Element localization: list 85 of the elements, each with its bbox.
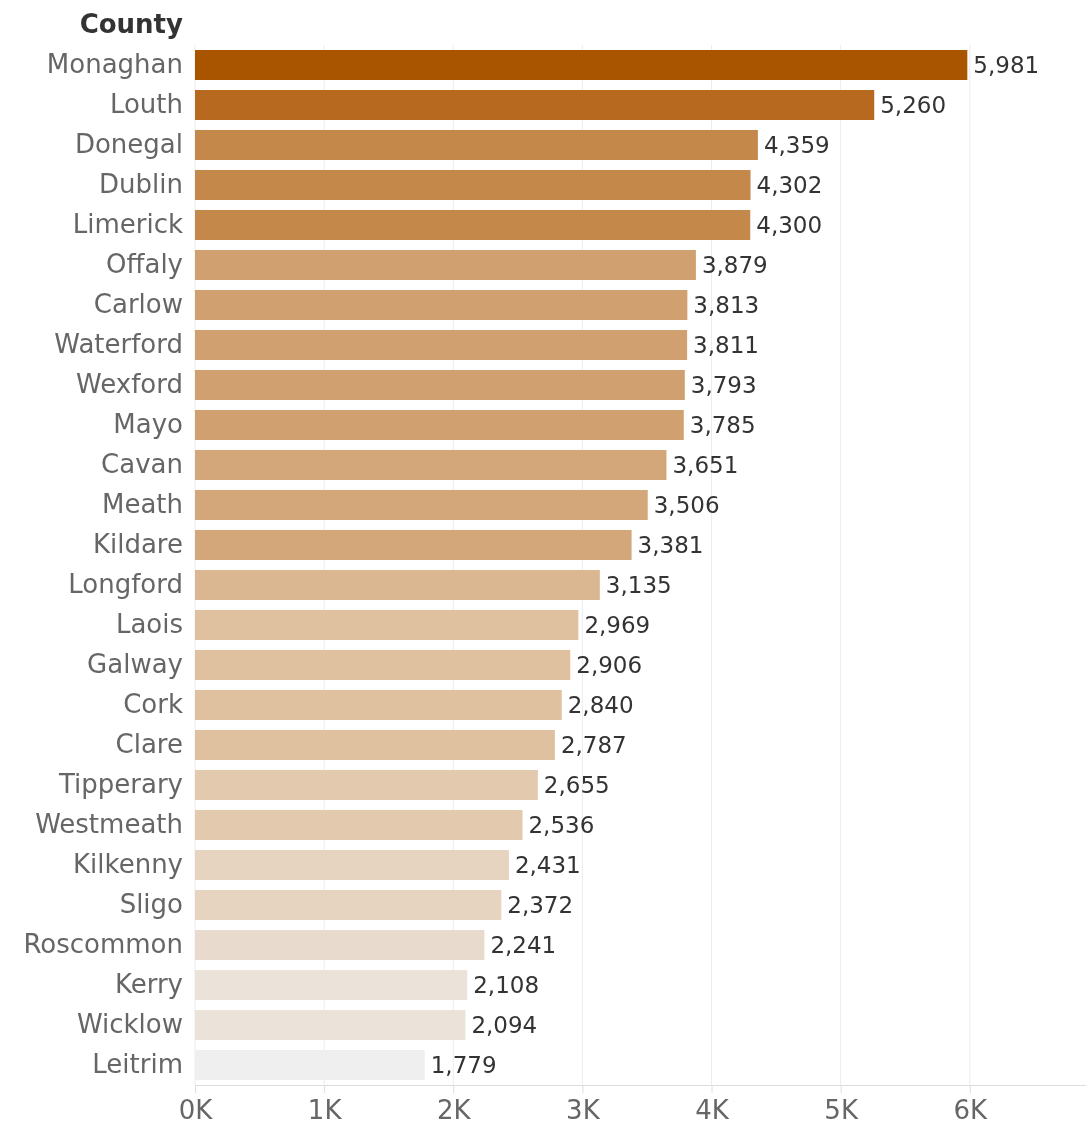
bar [195,970,468,1000]
y-tick-label: Leitrim [92,1049,183,1080]
bar [195,250,696,280]
y-tick-label: Laois [115,609,183,640]
y-tick-label: Mayo [113,409,183,440]
data-label: 3,651 [672,452,739,479]
data-label: 5,260 [880,92,947,119]
data-label: 3,879 [701,252,768,279]
y-tick-label: Donegal [74,129,183,160]
y-tick-label: Wexford [76,369,183,400]
data-label: 2,536 [528,812,595,839]
y-tick-label: Clare [115,729,183,760]
bar [195,770,538,800]
y-tick-label: Cork [123,689,183,720]
bar [195,930,485,960]
y-tick-label: Offaly [106,249,183,280]
data-label: 4,300 [756,212,823,239]
x-tick-label: 1K [307,1095,343,1126]
data-label: 3,785 [689,412,756,439]
y-tick-label: Wicklow [76,1009,183,1040]
bar [195,850,509,880]
y-tick-label: Limerick [72,209,183,240]
y-tick-label: Meath [101,489,183,520]
data-label: 4,359 [763,132,830,159]
x-tick-label: 5K [824,1095,859,1126]
x-tick-label: 2K [436,1095,472,1126]
bar [195,530,632,560]
x-tick-label: 0K [178,1095,214,1126]
data-label: 2,372 [507,892,574,919]
bar [195,290,688,320]
y-tick-label: Longford [68,569,183,600]
bar [195,1010,466,1040]
y-tick-label: Tipperary [57,769,183,800]
y-tick-label: Carlow [93,289,183,320]
bar [195,410,684,440]
data-label: 3,135 [605,572,672,599]
data-label: 2,431 [514,852,581,879]
data-label: 2,906 [576,652,643,679]
y-tick-label: Cavan [101,449,183,480]
bar [195,810,523,840]
y-tick-label: Sligo [119,889,183,920]
data-label: 4,302 [756,172,823,199]
bar [195,890,502,920]
data-label: 2,787 [560,732,627,759]
bar [195,130,758,160]
bar [195,490,648,520]
y-tick-label: Louth [109,89,183,120]
data-label: 2,108 [473,972,540,999]
bar [195,450,667,480]
data-label: 3,506 [653,492,720,519]
x-tick-label: 6K [953,1095,989,1126]
data-label: 3,381 [637,532,704,559]
data-label: 3,793 [690,372,757,399]
data-label: 2,094 [471,1012,538,1039]
bar [195,170,751,200]
data-label: 2,840 [567,692,634,719]
y-tick-label: Westmeath [35,809,183,840]
bar [195,610,579,640]
y-tick-label: Monaghan [46,49,183,80]
y-tick-label: Dublin [99,169,183,200]
x-tick-label: 4K [695,1095,730,1126]
bar [195,690,562,720]
data-label: 2,969 [584,612,651,639]
data-label: 3,811 [693,332,759,359]
bar [195,210,751,240]
bar [195,650,571,680]
data-label: 5,981 [973,52,1040,79]
bar [195,330,688,360]
y-tick-label: Kildare [92,529,183,560]
data-label: 3,813 [693,292,760,319]
bar [195,730,555,760]
data-label: 2,655 [543,772,610,799]
y-tick-label: Waterford [54,329,183,360]
y-tick-label: Kerry [114,969,183,1000]
bar [195,370,685,400]
data-label: 1,779 [430,1052,497,1079]
y-tick-label: Roscommon [23,929,183,960]
y-tick-label: Galway [87,649,183,680]
bar [195,50,968,80]
x-tick-label: 3K [566,1095,601,1126]
data-label: 2,241 [490,932,557,959]
y-tick-label: Kilkenny [73,849,183,880]
bar [195,90,875,120]
y-axis-title: County [79,9,184,39]
bar [195,570,600,600]
